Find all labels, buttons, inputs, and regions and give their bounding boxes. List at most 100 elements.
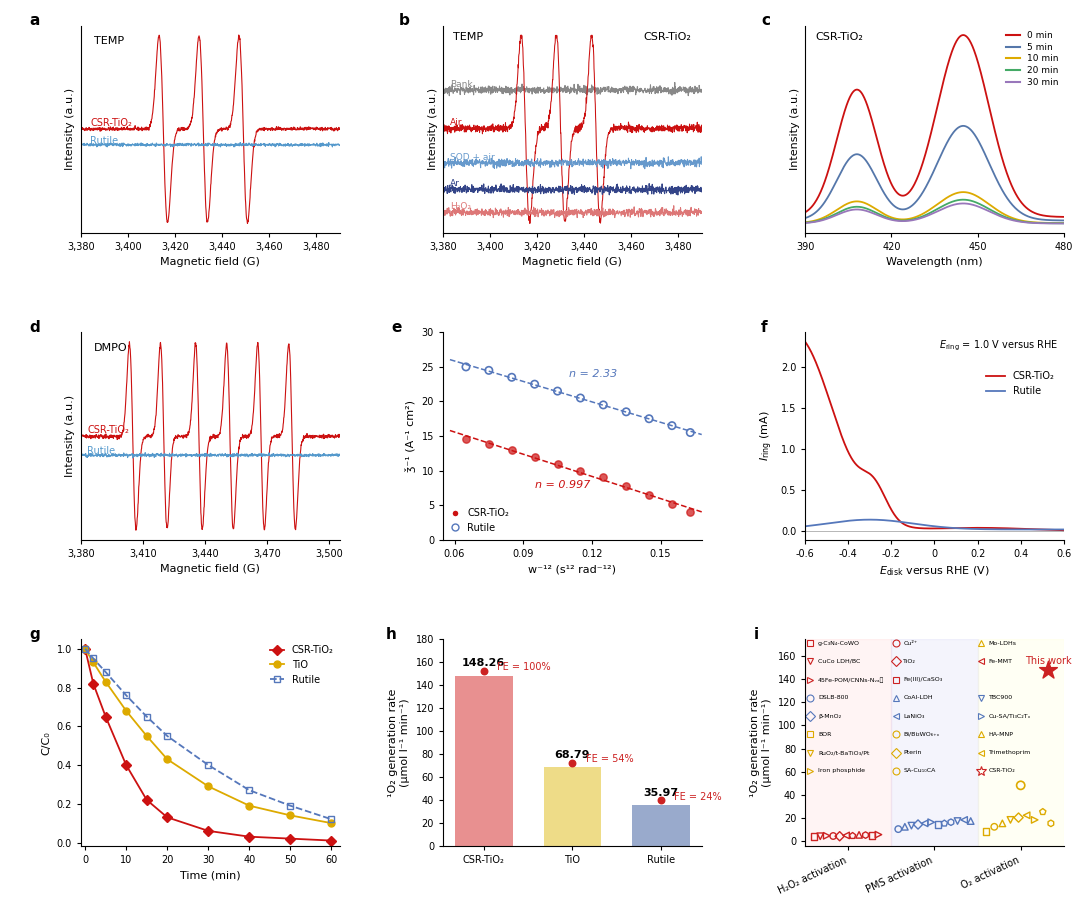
CSR-TiO₂ xyxy=(79,643,92,654)
Legend: 0 min, 5 min, 10 min, 20 min, 30 min: 0 min, 5 min, 10 min, 20 min, 30 min xyxy=(1002,27,1062,91)
Point xyxy=(640,488,658,502)
X-axis label: Time (min): Time (min) xyxy=(180,871,241,881)
Point xyxy=(1018,808,1036,823)
Point xyxy=(824,829,841,844)
Text: e: e xyxy=(391,320,402,335)
Bar xyxy=(632,805,690,846)
Bar xyxy=(543,767,602,846)
CSR-TiO₂ xyxy=(243,831,256,842)
Y-axis label: ¹O₂ generation rate
(μmol l⁻¹ min⁻¹): ¹O₂ generation rate (μmol l⁻¹ min⁻¹) xyxy=(751,689,772,797)
Point xyxy=(618,404,635,419)
TiO xyxy=(325,818,338,829)
Point xyxy=(481,363,498,378)
Point xyxy=(681,425,699,440)
Point xyxy=(526,449,543,464)
Point xyxy=(943,815,960,830)
Point xyxy=(571,391,589,405)
Text: DSLB-800: DSLB-800 xyxy=(819,695,849,701)
Text: Rutile: Rutile xyxy=(87,446,116,456)
Text: Bank: Bank xyxy=(450,80,473,89)
Point xyxy=(564,755,581,770)
Text: 148.26: 148.26 xyxy=(462,659,505,669)
TiO xyxy=(86,657,99,668)
TiO xyxy=(202,780,215,791)
CSR-TiO₂ xyxy=(284,834,297,845)
Point xyxy=(909,817,927,832)
Rutile xyxy=(284,801,297,812)
Text: TiO₂: TiO₂ xyxy=(904,659,916,664)
Text: c: c xyxy=(761,13,770,28)
Y-axis label: $I_{\rm ring}$ (mA): $I_{\rm ring}$ (mA) xyxy=(759,411,775,461)
Bar xyxy=(891,639,977,846)
Point xyxy=(903,818,920,833)
Text: CSR-TiO₂: CSR-TiO₂ xyxy=(644,32,691,42)
Y-axis label: ¹O₂ generation rate
(μmol l⁻¹ min⁻¹): ¹O₂ generation rate (μmol l⁻¹ min⁻¹) xyxy=(389,689,410,797)
Bar xyxy=(806,639,891,846)
Text: Pterin: Pterin xyxy=(904,750,922,755)
Text: FE = 54%: FE = 54% xyxy=(585,754,633,764)
Text: SA-Cu₁₀CA: SA-Cu₁₀CA xyxy=(904,769,936,773)
Point xyxy=(481,437,498,452)
Rutile xyxy=(79,643,92,654)
Rutile xyxy=(243,785,256,796)
Text: g: g xyxy=(29,627,40,641)
Legend: CSR-TiO₂, Rutile: CSR-TiO₂, Rutile xyxy=(446,504,513,537)
Point xyxy=(571,463,589,478)
Text: CuCo LDH/BC: CuCo LDH/BC xyxy=(819,659,861,664)
Text: FE = 100%: FE = 100% xyxy=(497,662,551,673)
Text: Trimethoprim: Trimethoprim xyxy=(989,750,1031,755)
Point xyxy=(994,816,1011,831)
Y-axis label: Intensity (a.u.): Intensity (a.u.) xyxy=(789,88,799,170)
Rutile xyxy=(202,759,215,770)
Text: g-C₃N₄-CoWO: g-C₃N₄-CoWO xyxy=(819,640,860,646)
Point xyxy=(681,505,699,520)
Text: β-MnO₂: β-MnO₂ xyxy=(819,714,841,718)
TiO xyxy=(79,643,92,654)
Text: Air: Air xyxy=(450,118,462,127)
Point xyxy=(1035,804,1052,819)
CSR-TiO₂ xyxy=(99,711,112,722)
Point xyxy=(818,828,835,843)
Rutile xyxy=(120,690,133,701)
Text: TEMP: TEMP xyxy=(94,36,124,46)
Text: a: a xyxy=(29,13,40,28)
Text: RuO₂/t-BaTiO₃/Pt: RuO₂/t-BaTiO₃/Pt xyxy=(819,750,869,755)
Text: Rutile: Rutile xyxy=(91,135,119,145)
Point xyxy=(806,829,823,844)
Text: h: h xyxy=(387,627,397,641)
Text: SOD + air: SOD + air xyxy=(450,153,495,162)
Text: Iron phosphide: Iron phosphide xyxy=(819,769,865,773)
Point xyxy=(549,383,566,398)
Point xyxy=(843,828,861,843)
Point xyxy=(663,496,680,511)
Text: CSR-TiO₂: CSR-TiO₂ xyxy=(91,117,132,127)
Text: Fe(III)/CaSO₃: Fe(III)/CaSO₃ xyxy=(904,677,943,683)
Point xyxy=(1002,813,1020,827)
Point xyxy=(856,828,874,843)
Legend: CSR-TiO₂, TiO, Rutile: CSR-TiO₂, TiO, Rutile xyxy=(266,641,338,689)
Point xyxy=(837,828,854,843)
Text: f: f xyxy=(761,320,768,335)
Point xyxy=(831,829,848,844)
Point xyxy=(916,816,933,831)
Point xyxy=(986,820,1003,834)
CSR-TiO₂ xyxy=(161,812,174,823)
Text: i: i xyxy=(754,627,758,641)
Rutile xyxy=(161,730,174,741)
TiO xyxy=(120,705,133,716)
Text: Ar: Ar xyxy=(450,179,460,188)
Point xyxy=(457,432,474,447)
Point xyxy=(618,479,635,493)
Bar xyxy=(455,675,513,846)
Point xyxy=(663,418,680,433)
Text: Mo-LDHs: Mo-LDHs xyxy=(989,640,1016,646)
Text: n = 2.33: n = 2.33 xyxy=(569,370,617,380)
Text: LaNiO₃: LaNiO₃ xyxy=(904,714,924,718)
Point xyxy=(549,457,566,471)
Point xyxy=(640,412,658,426)
Text: H₂O₂: H₂O₂ xyxy=(450,202,471,211)
Text: TEMP: TEMP xyxy=(454,32,484,42)
Bar xyxy=(977,639,1064,846)
CSR-TiO₂ xyxy=(325,835,338,846)
Point xyxy=(962,813,980,828)
